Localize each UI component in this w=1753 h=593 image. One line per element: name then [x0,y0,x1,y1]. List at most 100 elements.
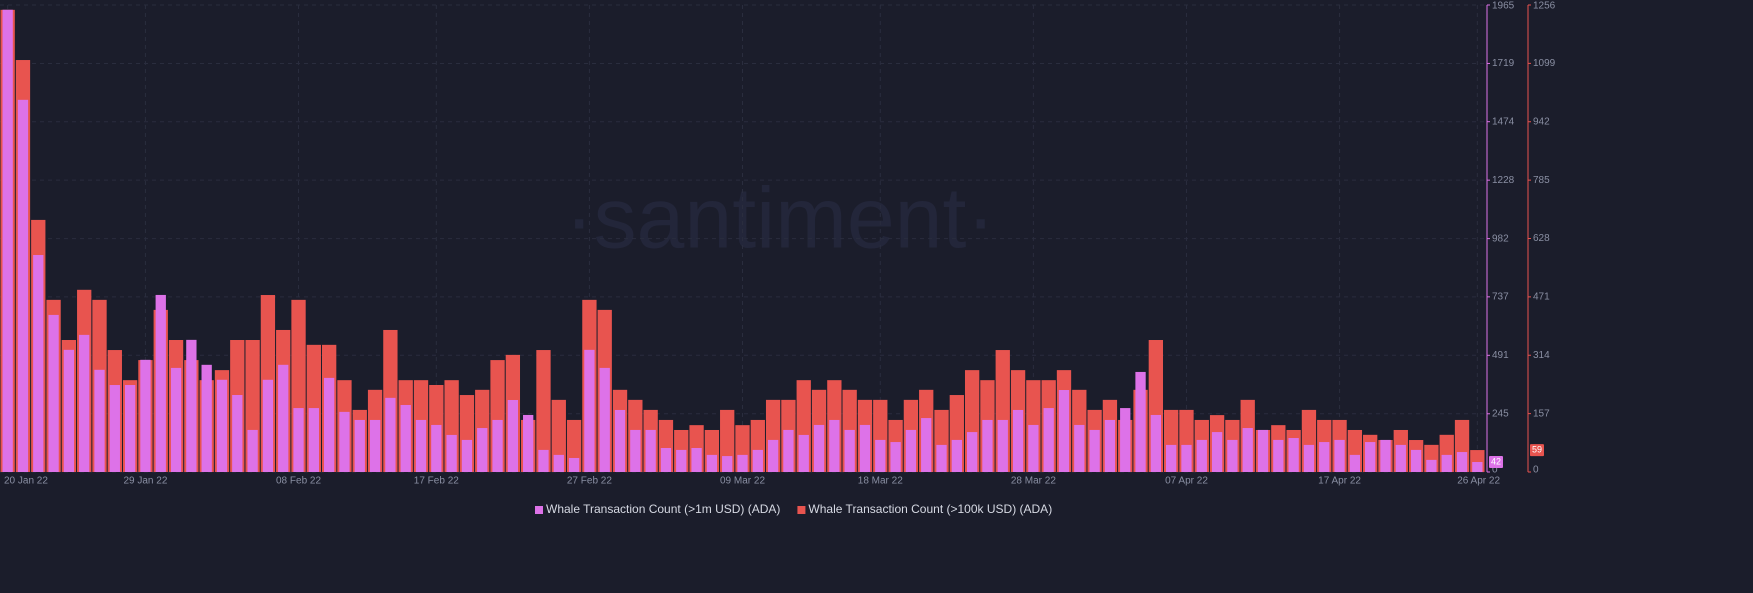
bar [1380,439,1391,472]
y2-tick-label: 471 [1533,292,1550,303]
y-tick-label: 1228 [1492,175,1515,186]
y2-tick-label: 785 [1533,175,1550,186]
bar [1319,442,1330,472]
legend-label: Whale Transaction Count (>1m USD) (ADA) [546,502,780,516]
bar [1181,444,1192,472]
bar [308,408,319,472]
bar [660,447,672,472]
bar [1120,408,1131,472]
bar [461,439,473,472]
bar [1196,439,1207,472]
bar [536,350,551,472]
bar [369,419,381,472]
bar [431,424,442,472]
bar [232,394,243,472]
y2-tick-label: 1256 [1533,1,1556,12]
y-tick-label: 491 [1492,350,1509,361]
x-tick-label: 27 Feb 22 [567,476,612,487]
bar [645,429,656,472]
bar [1089,429,1100,472]
bar [216,379,228,472]
y2-tick-label: 942 [1533,116,1550,127]
bar [676,449,687,472]
bar [966,432,978,472]
bar [94,369,105,472]
bar [905,429,917,472]
bar [1334,439,1345,472]
bar [201,364,212,472]
x-tick-label: 26 Apr 22 [1457,476,1500,487]
bar [1058,390,1070,472]
bar [798,434,809,472]
bar [1365,442,1376,472]
bar [63,349,75,472]
bar [1257,429,1269,472]
bar [385,397,396,472]
legend-swatch [535,506,543,514]
y-tick-label: 1965 [1492,1,1515,12]
last-value-label: 42 [1491,456,1501,466]
bar [1211,432,1223,472]
bar [1028,424,1039,472]
bar [1426,459,1437,472]
y-tick-label: 982 [1492,233,1509,244]
bar [737,454,748,472]
bar [706,454,718,472]
bar [507,399,519,472]
bar [323,377,335,472]
bar [844,429,855,472]
legend-label: Whale Transaction Count (>100k USD) (ADA… [808,502,1052,516]
bar [354,419,365,472]
y-tick-label: 1474 [1492,116,1515,127]
bar [1074,424,1085,472]
bar [752,449,763,472]
bar [1012,409,1024,472]
bar [1166,444,1177,472]
y2-tick-label: 157 [1533,408,1550,419]
bar [1043,408,1054,472]
bar [400,404,411,472]
bar [262,379,274,472]
bar [155,294,166,472]
bar [124,385,136,472]
bar [859,424,871,472]
legend-swatch [797,506,806,514]
bar [722,456,733,472]
x-tick-label: 09 Mar 22 [720,476,765,487]
y2-tick-label: 314 [1533,350,1550,361]
bar [584,349,595,472]
bar [1288,438,1299,472]
bar [446,434,457,472]
y2-tick-label: 0 [1533,465,1539,476]
bar [1135,371,1146,472]
bar [1273,439,1284,472]
x-tick-label: 18 Mar 22 [858,476,903,487]
y2-tick-label: 1099 [1533,58,1556,69]
bar [890,442,901,472]
bar [1227,439,1238,472]
bar [170,367,182,472]
bar [1472,462,1483,472]
bar [691,447,702,472]
bar [278,364,289,472]
bar [538,449,549,472]
bar [997,419,1008,472]
x-tick-label: 17 Apr 22 [1318,476,1361,487]
bar [1242,428,1253,472]
bar [1456,452,1468,472]
bar [568,457,580,472]
bar [982,419,993,472]
last-value-box [1489,456,1503,469]
bar [767,439,779,472]
bar [630,429,641,472]
bar [339,411,350,472]
bar [2,9,13,473]
bar [599,367,610,472]
y-tick-label: 1719 [1492,58,1515,69]
bar [140,359,151,472]
bar [829,419,840,472]
bar [33,255,44,472]
bar [247,429,258,472]
bar [936,444,947,472]
